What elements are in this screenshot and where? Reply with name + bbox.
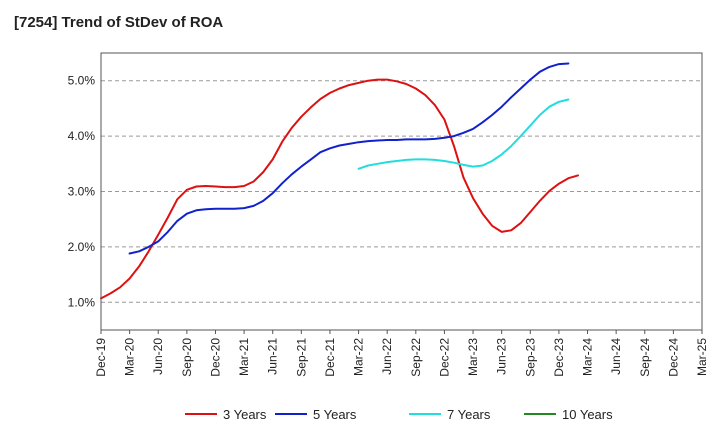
legend-label: 3 Years [223,407,267,422]
legend-item: 3 Years [185,407,267,422]
x-tick-label: Sep-20 [180,338,194,377]
x-tick-label: Sep-23 [523,338,537,377]
series-lines [100,62,579,300]
x-tick-label: Mar-23 [466,338,480,376]
x-tick-label: Mar-25 [695,338,709,376]
x-tick-label: Sep-21 [294,338,308,377]
y-tick-label: 3.0% [68,185,96,199]
series-line-7-years [357,98,570,170]
x-tick-label: Mar-22 [352,338,366,376]
legend: 3 Years 5 Years 7 Years 10 Years [185,407,613,422]
y-tick-label: 4.0% [68,129,96,143]
x-tick-label: Mar-20 [123,338,137,376]
x-tick-label: Jun-20 [151,338,165,375]
x-tick-label: Mar-21 [237,338,251,376]
x-tick-label: Dec-20 [208,338,222,377]
legend-item: 7 Years [409,407,491,422]
series-line-5-years [128,62,570,255]
y-tick-label: 2.0% [68,240,96,254]
x-tick-label: Dec-22 [437,338,451,377]
x-axis: Dec-19 Mar-20 Jun-20 Sep-20 Dec-20 Mar-21 Jun-… [94,330,709,377]
legend-label: 5 Years [313,407,357,422]
x-tick-label: Dec-19 [94,338,108,377]
x-tick-label: Sep-24 [638,338,652,377]
series-line-3-years [100,78,579,300]
plot-frame [100,52,703,331]
x-tick-label: Mar-24 [581,338,595,376]
y-tick-label: 1.0% [68,295,96,309]
legend-item: 10 Years [524,407,613,422]
x-tick-label: Jun-23 [495,338,509,375]
gridlines [101,80,702,303]
x-tick-label: Dec-21 [323,338,337,377]
y-axis: 1.0% 2.0% 3.0% 4.0% 5.0% [68,74,96,310]
legend-label: 7 Years [447,407,491,422]
y-tick-label: 5.0% [68,74,96,88]
legend-item: 5 Years [275,407,357,422]
chart-title: [7254] Trend of StDev of ROA [14,14,224,31]
x-tick-label: Dec-23 [552,338,566,377]
x-tick-label: Sep-22 [409,338,423,377]
x-tick-label: Dec-24 [666,338,680,377]
x-tick-label: Jun-24 [609,338,623,375]
x-tick-label: Jun-21 [266,338,280,375]
x-tick-label: Jun-22 [380,338,394,375]
legend-label: 10 Years [562,407,613,422]
